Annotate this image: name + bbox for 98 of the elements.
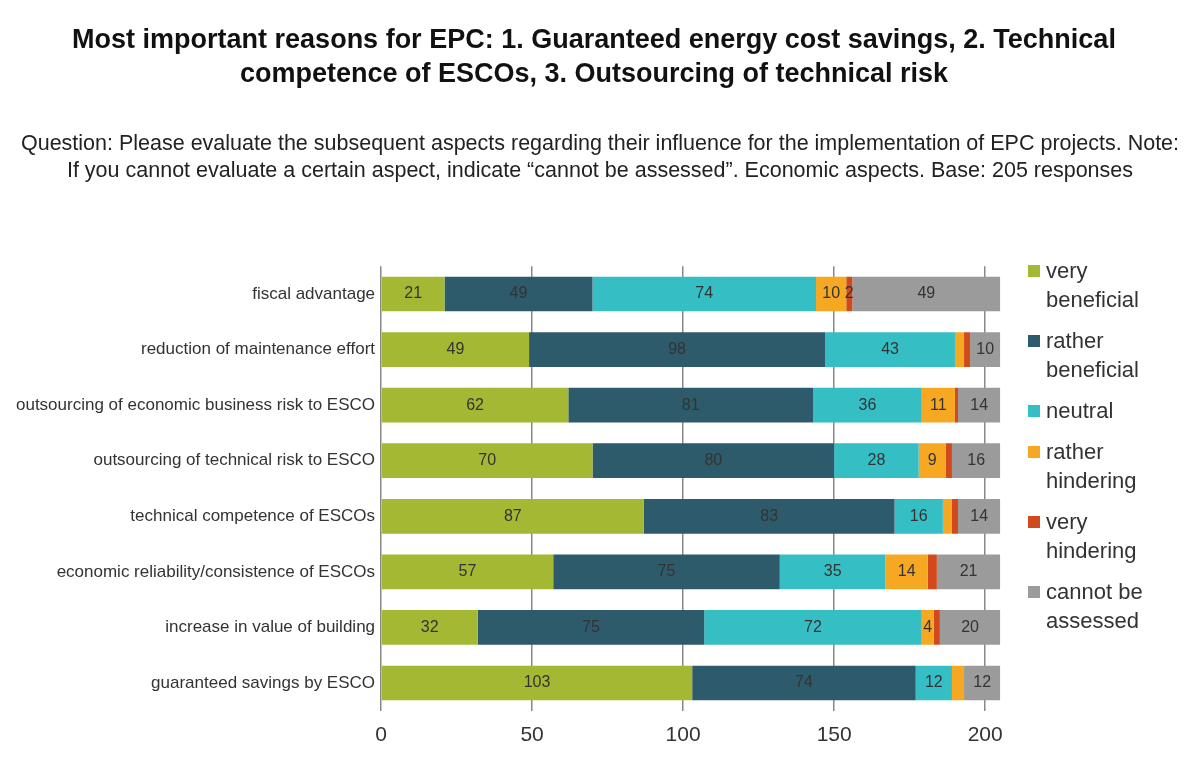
y-tick-label: increase in value of building <box>165 617 376 637</box>
data-label: 103 <box>523 673 551 691</box>
y-tick-label: outsourcing of economic business risk to ESCO <box>15 394 376 414</box>
data-label: 74 <box>695 284 714 302</box>
data-label: 62 <box>466 395 485 413</box>
bar <box>381 276 445 312</box>
bar <box>951 498 958 534</box>
data-label: 36 <box>858 395 877 413</box>
data-label: 81 <box>681 395 700 413</box>
x-tick-label: 50 <box>520 722 544 746</box>
data-label: 32 <box>420 617 439 635</box>
bar <box>954 387 958 423</box>
legend-label: very hindering <box>1046 508 1138 565</box>
x-tick-label: 150 <box>816 722 852 746</box>
data-label: 57 <box>458 562 477 580</box>
data-label: 75 <box>657 562 676 580</box>
y-tick-label: outsourcing of technical risk to ESCO <box>93 450 376 470</box>
bar <box>942 498 952 534</box>
data-label: 16 <box>967 451 986 469</box>
y-tick-label: guaranteed savings by ESCO <box>151 672 376 692</box>
data-label: 80 <box>704 451 723 469</box>
bar <box>643 498 895 534</box>
data-label: 10 <box>976 339 995 357</box>
data-label: 12 <box>973 673 992 691</box>
data-label: 43 <box>881 339 900 357</box>
bar <box>964 332 971 367</box>
bar <box>936 554 1001 590</box>
bar <box>927 554 937 590</box>
bar <box>825 332 955 367</box>
data-label: 21 <box>959 562 978 580</box>
data-label: 16 <box>909 506 928 524</box>
bar <box>381 610 478 645</box>
bar <box>692 665 916 701</box>
bar <box>381 554 554 590</box>
data-label: 49 <box>917 284 936 302</box>
bar <box>918 443 946 479</box>
bar <box>381 665 693 701</box>
x-tick-label: 0 <box>375 722 387 746</box>
bar <box>568 387 814 423</box>
legend-label: very beneficial <box>1046 257 1140 314</box>
legend-label: rather beneficial <box>1046 327 1140 384</box>
data-label: 28 <box>867 451 886 469</box>
chart-subtitle: Question: Please evaluate the subsequent aspects regarding their influence for the implementation of EPC projects. Note: If you cannot evaluate a certain aspect, indicate “cannot be assessed”. Economic aspects. Base: 205 responses <box>20 130 1180 184</box>
data-label: 14 <box>897 562 916 580</box>
bar <box>813 387 922 423</box>
bar <box>951 443 1001 479</box>
data-label: 14 <box>970 395 989 413</box>
bar <box>444 276 593 312</box>
bar <box>477 610 705 645</box>
bar <box>951 665 965 701</box>
bar <box>381 498 644 534</box>
bar <box>894 498 943 534</box>
bar <box>779 554 886 590</box>
bar <box>592 276 817 312</box>
bar <box>852 276 1001 312</box>
data-label: 11 <box>930 395 947 413</box>
bar <box>529 332 826 367</box>
bar <box>381 332 530 367</box>
data-label: 74 <box>795 673 813 691</box>
chart-title: Most important reasons for EPC: 1. Guaranteed energy cost savings, 2. Technical competence of ESCOs, 3. Outsourcing of technical risk <box>71 23 1117 90</box>
data-label: 12 <box>924 673 943 691</box>
bar <box>553 554 780 590</box>
data-label: 87 <box>503 506 522 524</box>
bar <box>954 332 965 367</box>
data-label: 83 <box>760 506 779 524</box>
data-label: 14 <box>970 506 989 524</box>
data-label: 49 <box>509 284 528 302</box>
bar <box>704 610 922 645</box>
data-label: 49 <box>446 339 465 357</box>
data-label: 72 <box>804 617 823 635</box>
bar <box>381 443 593 479</box>
data-label: 98 <box>668 339 687 357</box>
data-label: 10 <box>822 284 841 302</box>
legend-label: neutral <box>1046 397 1114 425</box>
x-tick-label: 200 <box>967 722 1003 746</box>
data-label: 75 <box>582 617 600 635</box>
data-label: 35 <box>823 562 842 580</box>
y-tick-label: technical competence of ESCOs <box>130 505 376 525</box>
bar <box>945 443 952 479</box>
x-tick-label: 100 <box>665 722 701 746</box>
data-label: 21 <box>404 284 423 302</box>
data-label: 9 <box>927 451 937 469</box>
y-tick-label: economic reliability/consistence of ESCOs <box>56 561 376 581</box>
y-tick-label: fiscal advantage <box>252 283 376 303</box>
data-label: 20 <box>961 617 980 635</box>
legend-label: cannot be assessed <box>1046 578 1144 635</box>
bar <box>592 443 835 479</box>
bar <box>885 554 928 590</box>
bar <box>834 443 919 479</box>
bar <box>381 387 569 423</box>
data-label: 4 <box>923 617 933 635</box>
data-label: 70 <box>478 451 497 469</box>
bar <box>933 610 940 645</box>
bar <box>939 610 1001 645</box>
bar <box>958 498 1001 534</box>
y-tick-label: reduction of maintenance effort <box>140 339 376 359</box>
bar <box>958 387 1001 423</box>
legend-label: rather hindering <box>1046 438 1138 495</box>
